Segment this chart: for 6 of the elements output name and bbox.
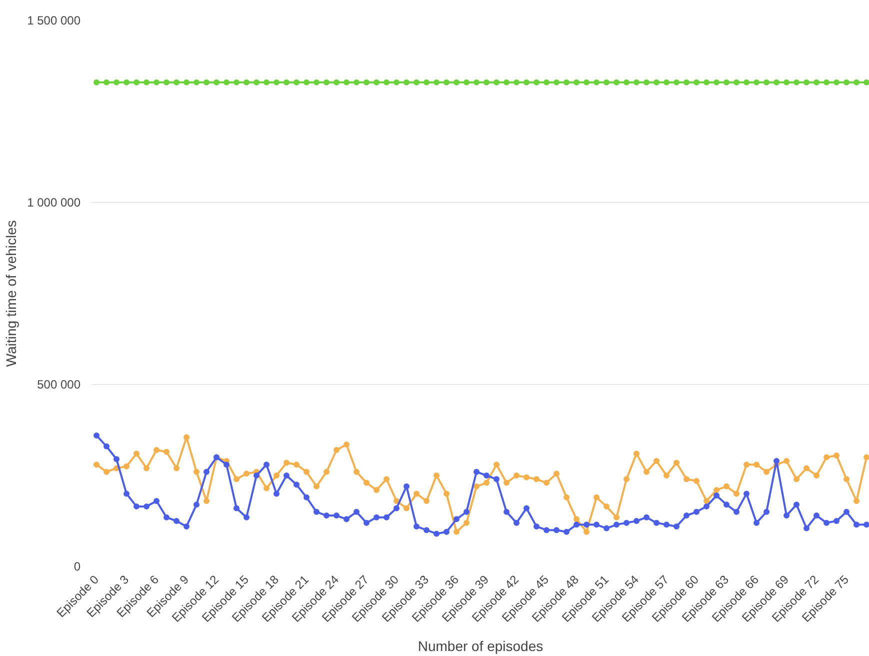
y-tick-label: 1 000 000 (27, 196, 81, 210)
y-tick-label: 0 (74, 560, 81, 574)
y-axis-title: Waiting time of vehicles (3, 220, 20, 367)
y-tick-label: 500 000 (37, 378, 81, 392)
y-tick-label: 1 500 000 (27, 14, 81, 28)
x-axis-title: Number of episodes (418, 638, 544, 654)
